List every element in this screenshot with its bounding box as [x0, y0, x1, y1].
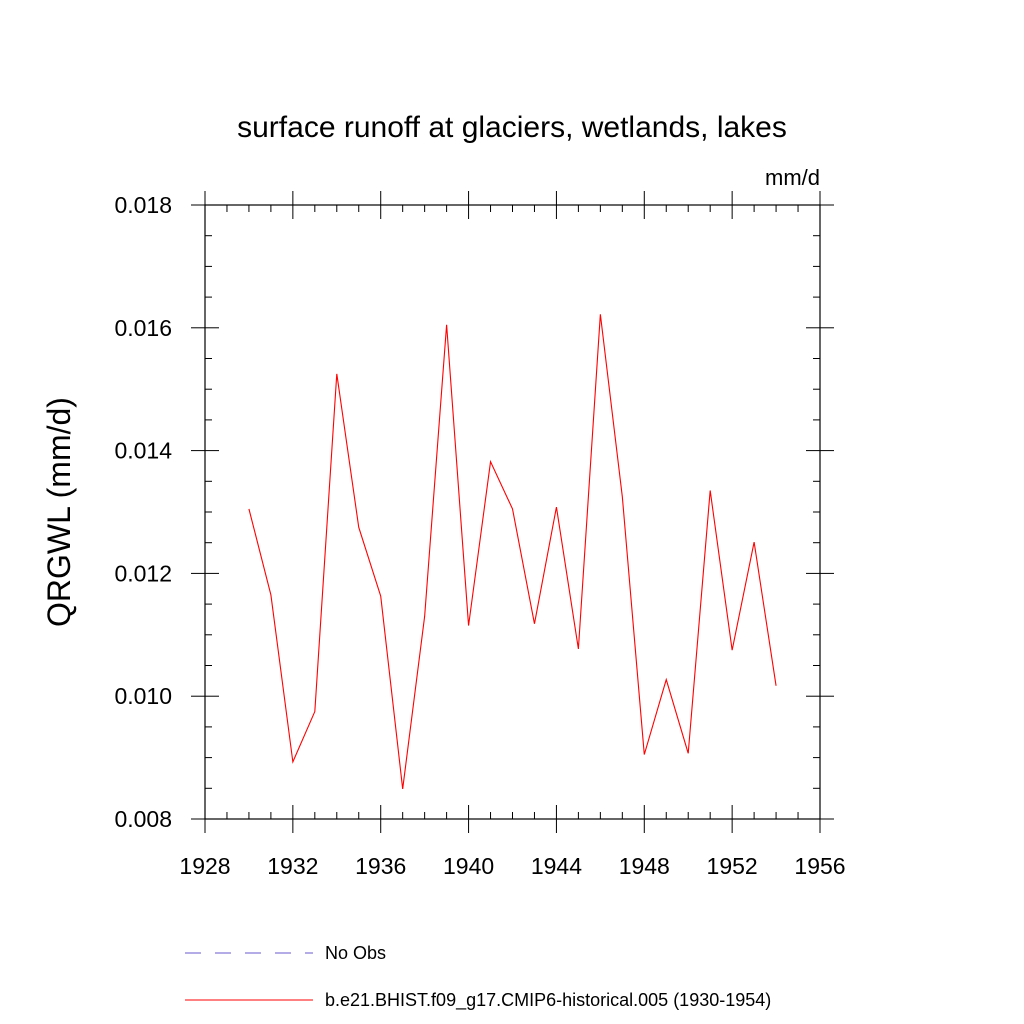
y-tick-labels: 0.008 0.010 0.012 0.014 0.016 0.018: [114, 192, 172, 832]
units-label: mm/d: [765, 165, 820, 190]
series-group: [248, 314, 777, 789]
legend-label: b.e21.BHIST.f09_g17.CMIP6-historical.005…: [325, 990, 771, 1011]
x-tick-label: 1932: [267, 853, 318, 879]
series-line: [248, 314, 777, 789]
y-tick-label: 0.018: [114, 192, 172, 218]
legend-label: No Obs: [325, 943, 386, 963]
y-tick-label: 0.016: [114, 315, 172, 341]
axis-ticks: [191, 191, 834, 833]
y-tick-label: 0.010: [114, 683, 172, 709]
x-tick-label: 1956: [794, 853, 845, 879]
plot-frame: [204, 204, 821, 820]
x-tick-label: 1940: [443, 853, 494, 879]
x-tick-label: 1944: [531, 853, 582, 879]
x-tick-labels: 1928 1932 1936 1940 1944 1948 1952 1956: [179, 853, 845, 879]
chart-title: surface runoff at glaciers, wetlands, la…: [237, 111, 787, 144]
y-tick-label: 0.014: [114, 438, 172, 464]
legend: No Obs b.e21.BHIST.f09_g17.CMIP6-historic…: [185, 943, 771, 1011]
x-tick-label: 1928: [179, 853, 230, 879]
x-tick-label: 1936: [355, 853, 406, 879]
y-tick-label: 0.012: [114, 560, 172, 586]
y-axis-label: QRGWL (mm/d): [41, 397, 77, 627]
x-tick-label: 1948: [619, 853, 670, 879]
y-tick-label: 0.008: [114, 806, 172, 832]
x-tick-label: 1952: [707, 853, 758, 879]
